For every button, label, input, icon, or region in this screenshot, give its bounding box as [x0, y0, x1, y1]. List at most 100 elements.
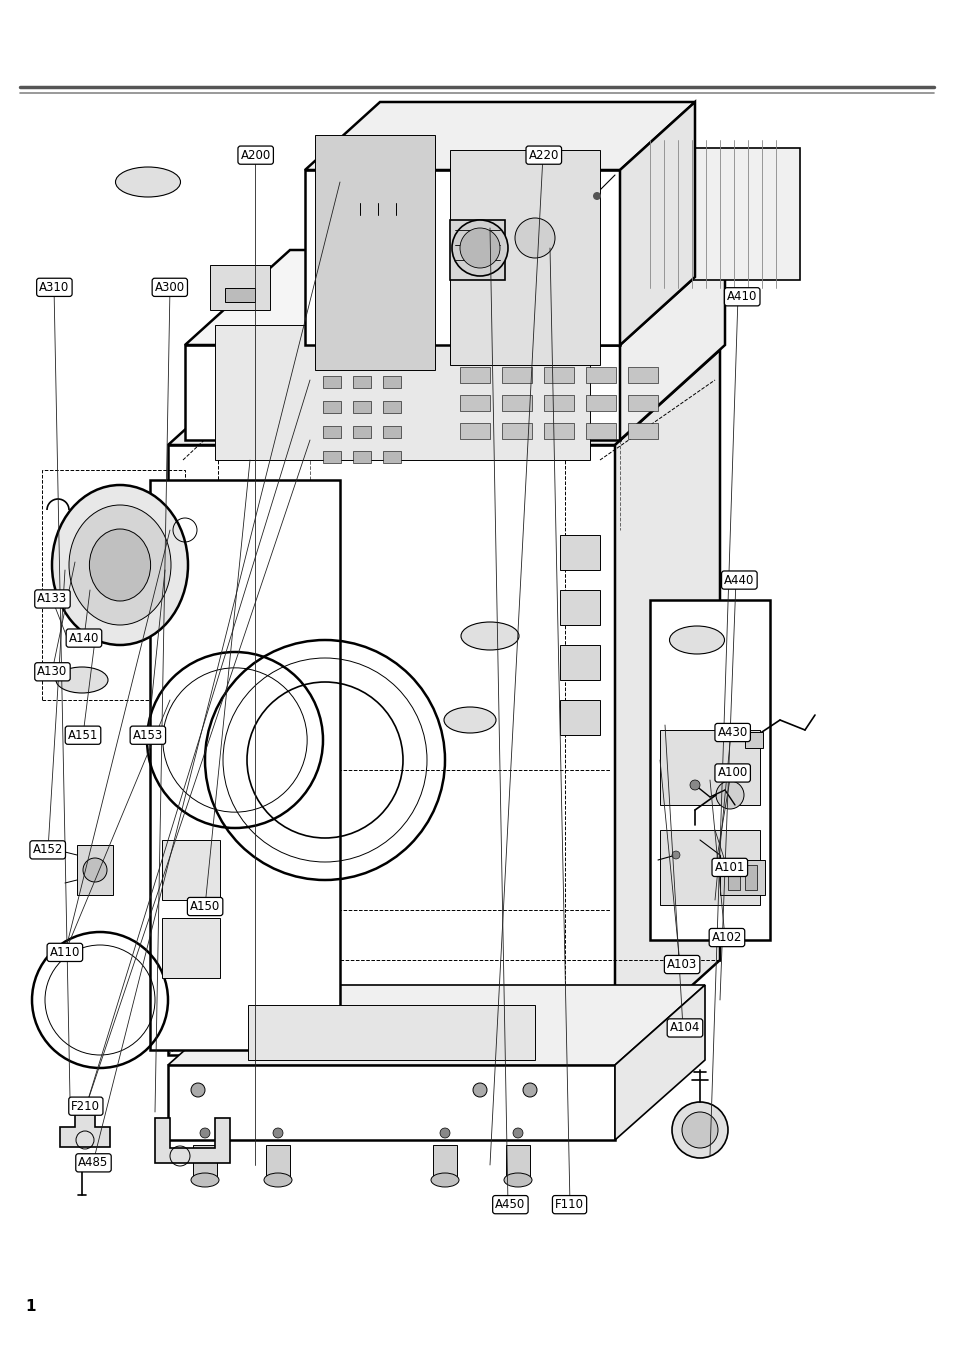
Bar — [585, 424, 616, 438]
Text: A104: A104 — [669, 1021, 700, 1035]
Circle shape — [593, 192, 600, 200]
Bar — [353, 401, 371, 413]
Bar — [501, 424, 532, 438]
Text: A300: A300 — [154, 281, 185, 294]
Polygon shape — [185, 345, 619, 440]
Bar — [459, 424, 490, 438]
Polygon shape — [615, 349, 720, 1055]
Circle shape — [522, 1083, 537, 1097]
Ellipse shape — [669, 626, 723, 654]
Circle shape — [671, 851, 679, 859]
Ellipse shape — [669, 201, 723, 229]
Bar — [382, 426, 400, 438]
Text: A140: A140 — [69, 631, 99, 645]
Ellipse shape — [191, 1174, 219, 1187]
Polygon shape — [185, 250, 724, 345]
Bar — [266, 1145, 290, 1180]
Polygon shape — [154, 1118, 230, 1163]
Text: F110: F110 — [555, 1198, 583, 1211]
Bar — [559, 645, 599, 680]
Bar — [744, 865, 757, 890]
Ellipse shape — [460, 622, 518, 650]
Polygon shape — [450, 150, 599, 366]
Polygon shape — [305, 170, 619, 345]
Bar — [627, 395, 658, 411]
Bar — [720, 861, 764, 894]
Polygon shape — [225, 287, 254, 302]
Text: A310: A310 — [39, 281, 70, 294]
Text: A152: A152 — [32, 843, 63, 857]
Circle shape — [513, 1128, 522, 1139]
Polygon shape — [168, 445, 615, 1055]
Circle shape — [439, 1128, 450, 1139]
Bar — [559, 536, 599, 571]
Ellipse shape — [115, 167, 180, 197]
Bar — [323, 376, 340, 389]
Polygon shape — [150, 480, 339, 1050]
Bar — [505, 1145, 530, 1180]
Polygon shape — [355, 214, 410, 275]
Text: A153: A153 — [132, 728, 163, 742]
Circle shape — [200, 1128, 210, 1139]
Circle shape — [689, 780, 700, 791]
Ellipse shape — [443, 707, 496, 733]
Bar — [501, 367, 532, 383]
Text: F210: F210 — [71, 1099, 100, 1113]
Bar — [382, 451, 400, 463]
Bar — [659, 830, 760, 905]
Text: A100: A100 — [717, 766, 747, 780]
Bar — [459, 395, 490, 411]
Circle shape — [515, 219, 555, 258]
Ellipse shape — [503, 1174, 532, 1187]
Ellipse shape — [69, 505, 171, 625]
Bar — [353, 376, 371, 389]
Text: A200: A200 — [240, 148, 271, 162]
Ellipse shape — [264, 1174, 292, 1187]
Text: A110: A110 — [50, 946, 80, 959]
Text: A220: A220 — [528, 148, 558, 162]
Text: A410: A410 — [726, 290, 757, 304]
Ellipse shape — [52, 486, 188, 645]
Bar — [585, 395, 616, 411]
Ellipse shape — [431, 1174, 458, 1187]
Bar — [183, 630, 228, 685]
Polygon shape — [649, 600, 769, 940]
Ellipse shape — [90, 529, 151, 602]
Bar — [382, 376, 400, 389]
Circle shape — [459, 228, 499, 268]
Circle shape — [273, 1128, 283, 1139]
Bar — [433, 1145, 456, 1180]
Polygon shape — [450, 220, 504, 281]
Bar — [382, 401, 400, 413]
Polygon shape — [248, 1005, 535, 1060]
Bar — [559, 700, 599, 735]
Bar — [659, 730, 760, 805]
Text: A101: A101 — [714, 861, 744, 874]
Bar — [353, 451, 371, 463]
Text: A430: A430 — [717, 726, 747, 739]
Text: A133: A133 — [37, 592, 68, 606]
Bar — [162, 919, 220, 978]
Text: A151: A151 — [68, 728, 98, 742]
Polygon shape — [619, 103, 695, 345]
Bar — [543, 367, 574, 383]
Ellipse shape — [56, 666, 108, 693]
Circle shape — [716, 781, 743, 809]
Bar — [744, 733, 762, 747]
Bar — [77, 844, 112, 894]
Text: 1: 1 — [25, 1299, 35, 1314]
Text: A150: A150 — [190, 900, 220, 913]
Bar — [353, 426, 371, 438]
Bar — [559, 590, 599, 625]
Bar — [543, 395, 574, 411]
Polygon shape — [168, 349, 720, 445]
Text: A130: A130 — [37, 665, 68, 679]
Polygon shape — [314, 135, 435, 370]
Bar — [42, 469, 185, 700]
Bar — [323, 401, 340, 413]
Circle shape — [191, 1083, 205, 1097]
Text: A440: A440 — [723, 573, 754, 587]
Circle shape — [671, 1102, 727, 1157]
Bar — [459, 367, 490, 383]
Polygon shape — [210, 264, 270, 310]
